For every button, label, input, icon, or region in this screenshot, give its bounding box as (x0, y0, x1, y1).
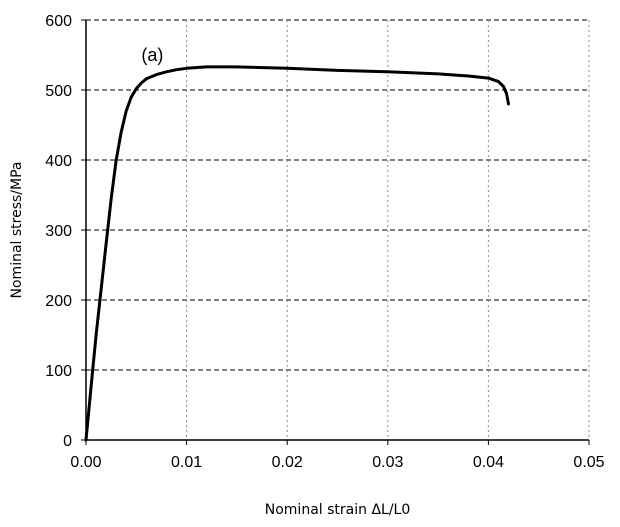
series-line-0 (84, 65, 510, 442)
series-layer (84, 65, 510, 442)
series-annotation: (a) (141, 45, 163, 65)
y-tick-label: 400 (45, 153, 72, 170)
y-tick-label: 100 (45, 363, 72, 380)
grid-lines (86, 19, 590, 440)
y-tick-label: 300 (45, 223, 72, 240)
x-tick-label: 0.02 (272, 454, 303, 471)
y-tick-label: 600 (45, 13, 72, 30)
y-tick-label: 500 (45, 83, 72, 100)
x-tick-label: 0.04 (473, 454, 504, 471)
y-axis-title: Nominal stress/MPa (9, 162, 25, 299)
x-tick-label: 0.00 (70, 454, 101, 471)
ticks: 0 100 200 300 400 500 600 0.00 0.01 0.02 0.03 0.04 0… (45, 13, 604, 471)
y-tick-label: 200 (45, 293, 72, 310)
y-tick-label: 0 (63, 433, 72, 450)
x-axis-title: Nominal strain ΔL/L0 (265, 502, 411, 518)
x-tick-label: 0.03 (372, 454, 403, 471)
x-tick-label: 0.05 (573, 454, 604, 471)
x-tick-label: 0.01 (171, 454, 202, 471)
labels: (a) Nominal strain ΔL/L0 Nominal stress/MP… (9, 45, 410, 518)
